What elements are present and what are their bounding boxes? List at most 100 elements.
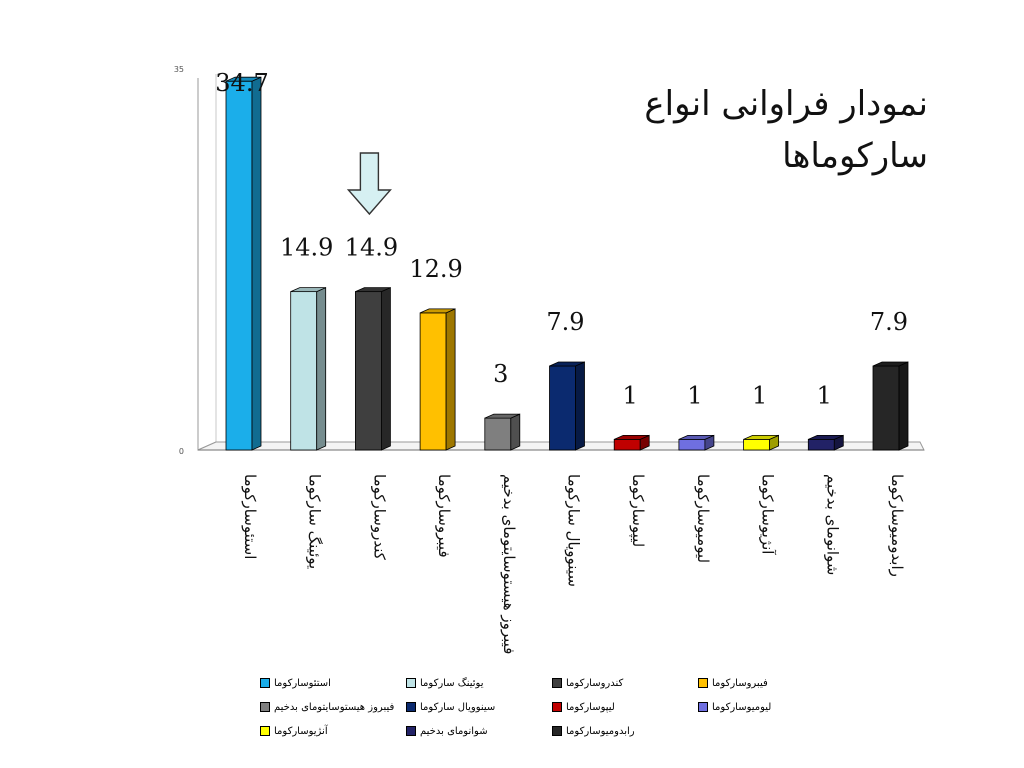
legend-item: استئوسارکوما xyxy=(260,673,331,693)
bar-front xyxy=(678,438,706,451)
data-label: 14.9 xyxy=(345,234,398,262)
y-tick-label: 35 xyxy=(174,65,184,74)
legend-label: لیپوسارکوما xyxy=(566,701,615,713)
data-label: 1 xyxy=(752,381,767,409)
legend-swatch xyxy=(552,702,562,712)
bar xyxy=(354,287,391,451)
category-label: فیبروسارکوما xyxy=(435,474,453,558)
category-label: لیپوسارکوما xyxy=(628,474,647,547)
data-label: 7.9 xyxy=(870,308,908,336)
bar-front xyxy=(613,438,641,451)
legend-label: لیومیوسارکوما xyxy=(712,701,772,713)
category-label: آنژیوسارکوما xyxy=(759,474,777,555)
category-label: لیومیوسارکوما xyxy=(694,474,712,563)
bar-top xyxy=(678,434,715,440)
data-labels-group: 34.7 14.9 14.9 12.9 3 7.9 1 1 1 1 7.9 xyxy=(215,69,908,409)
data-label: 7.9 xyxy=(546,308,584,336)
legend-swatch xyxy=(260,678,270,688)
legend-item: شوانومای بدخیم xyxy=(406,721,488,741)
bar xyxy=(225,76,262,451)
legend-swatch xyxy=(406,702,416,712)
bar-front xyxy=(225,80,253,451)
bars-group xyxy=(225,76,909,451)
data-label: 1 xyxy=(687,381,702,409)
legend-label: یوئینگ سارکوما xyxy=(420,677,484,689)
legend-label: فیبروسارکوما xyxy=(712,677,768,689)
legend-swatch xyxy=(698,678,708,688)
bar xyxy=(872,361,909,451)
legend-item: لیپوسارکوما xyxy=(552,697,615,717)
legend-swatch xyxy=(260,702,270,712)
legend-item: لیومیوسارکوما xyxy=(698,697,771,717)
legend: استئوسارکوما یوئینگ سارکوما کندروسارکوما فی… xyxy=(260,673,820,743)
bar xyxy=(484,413,521,451)
legend-swatch xyxy=(406,678,416,688)
bar xyxy=(419,308,456,451)
legend-label: استئوسارکوما xyxy=(274,677,331,689)
legend-label: کندروسارکوما xyxy=(566,677,624,689)
bar-top xyxy=(808,434,844,440)
bar-top xyxy=(872,361,909,367)
category-label: کندروسارکوما xyxy=(370,474,388,561)
bar-top xyxy=(614,434,650,440)
bar-side xyxy=(316,287,327,451)
category-label: استئوسارکوما xyxy=(241,474,259,559)
bar-front xyxy=(354,291,382,451)
category-label: فیبروز هیستوسایتومای بدخیم xyxy=(500,474,518,654)
bar-front xyxy=(743,438,770,451)
legend-label: شوانومای بدخیم xyxy=(420,725,488,737)
legend-swatch xyxy=(406,726,416,736)
legend-item: فیبروز هیستوسایتومای بدخیم xyxy=(260,697,394,717)
legend-item: کندروسارکوما xyxy=(552,673,623,693)
y-axis xyxy=(197,78,217,451)
data-label: 12.9 xyxy=(409,255,462,283)
bar-side xyxy=(575,361,585,451)
legend-item: فیبروسارکوما xyxy=(698,673,768,693)
bar xyxy=(549,361,585,451)
legend-item: رابدومیوسارکوما xyxy=(552,721,635,741)
category-label: یوئینگ سارکوما xyxy=(306,474,324,569)
legend-swatch xyxy=(698,702,708,712)
data-label: 34.7 xyxy=(215,69,268,97)
bar-top xyxy=(743,434,779,440)
legend-item: یوئینگ سارکوما xyxy=(406,673,483,693)
bar-top xyxy=(549,361,585,367)
bar-top xyxy=(419,308,456,314)
bar-top xyxy=(225,76,262,82)
category-label: شوانومای بدخیم xyxy=(823,474,841,575)
category-label: رابدومیوسارکوما xyxy=(888,474,906,577)
bar xyxy=(678,434,715,451)
data-label: 1 xyxy=(623,381,638,409)
bar-side xyxy=(898,361,909,451)
legend-item: سینوویال سارکوما xyxy=(406,697,495,717)
bar-top xyxy=(484,413,520,419)
data-label: 1 xyxy=(817,381,832,409)
legend-swatch xyxy=(552,726,562,736)
bar xyxy=(290,287,327,451)
bar xyxy=(807,434,844,451)
bar-front xyxy=(419,312,447,451)
bar-top xyxy=(355,287,391,293)
bar-front xyxy=(872,365,900,451)
legend-label: سینوویال سارکوما xyxy=(420,701,496,713)
legend-label: فیبروز هیستوسایتومای بدخیم xyxy=(274,701,395,713)
annotation-group xyxy=(346,152,392,216)
legend-label: رابدومیوسارکوما xyxy=(566,725,635,737)
arrow-down-icon xyxy=(346,152,392,216)
data-label: 3 xyxy=(493,360,508,388)
data-label: 14.9 xyxy=(280,234,333,262)
legend-label: آنژیوسارکوما xyxy=(274,725,328,737)
bar-side xyxy=(380,287,391,451)
category-label: سینوویال سارکوما xyxy=(565,474,583,587)
chart-title: نمودار فراوانی انواع سارکوماها xyxy=(644,84,928,176)
bar-front xyxy=(549,365,576,451)
bar-side xyxy=(251,76,262,451)
bar-side xyxy=(510,413,521,451)
bar-front xyxy=(484,417,512,451)
y-tick-label: 0 xyxy=(179,447,184,456)
bar-front xyxy=(807,438,835,451)
bar xyxy=(613,434,650,451)
legend-item: آنژیوسارکوما xyxy=(260,721,328,741)
bar-side xyxy=(445,308,456,451)
